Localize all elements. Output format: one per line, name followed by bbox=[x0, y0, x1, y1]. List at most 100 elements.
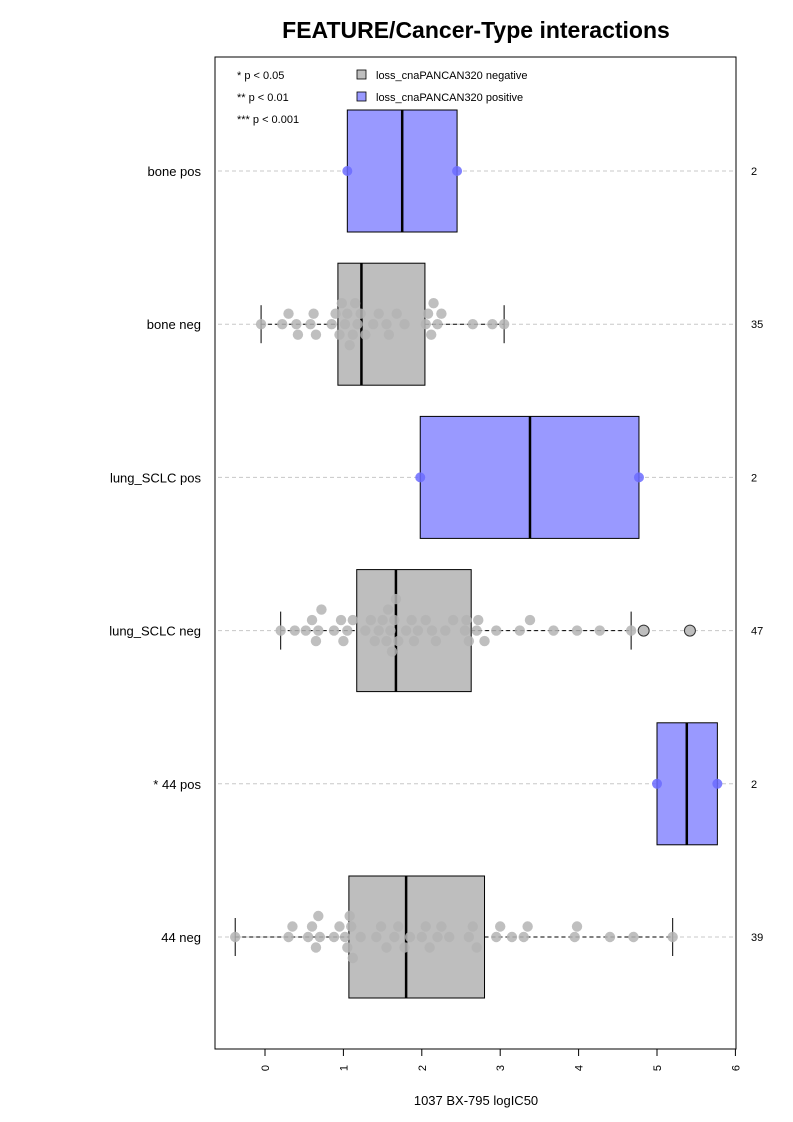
data-point bbox=[347, 329, 359, 340]
data-point bbox=[306, 921, 318, 932]
data-point bbox=[342, 308, 353, 319]
data-point bbox=[428, 298, 439, 309]
data-point bbox=[406, 614, 417, 626]
data-point bbox=[342, 166, 353, 176]
data-point bbox=[316, 604, 327, 615]
data-point bbox=[346, 921, 357, 932]
data-point bbox=[336, 298, 348, 309]
data-point bbox=[452, 166, 463, 176]
data-point bbox=[373, 625, 384, 636]
data-point bbox=[459, 625, 471, 636]
data-point bbox=[420, 319, 431, 330]
data-point bbox=[386, 646, 398, 657]
data-point bbox=[326, 319, 337, 330]
legend-swatch-negative bbox=[356, 69, 367, 80]
data-point bbox=[633, 472, 644, 483]
data-point bbox=[367, 319, 379, 330]
group-count: 2 bbox=[751, 472, 757, 484]
data-point bbox=[305, 319, 316, 330]
data-point bbox=[514, 625, 525, 636]
x-axis-label: 1037 BX-795 logIC50 bbox=[414, 1093, 538, 1108]
data-point bbox=[461, 614, 472, 626]
data-point bbox=[426, 625, 438, 636]
x-tick-label: 2 bbox=[417, 1065, 429, 1071]
data-point bbox=[360, 625, 371, 636]
data-point bbox=[360, 329, 371, 340]
data-point bbox=[347, 952, 359, 964]
data-point bbox=[420, 614, 431, 626]
data-point bbox=[391, 308, 402, 319]
data-point bbox=[355, 308, 366, 319]
data-point bbox=[400, 625, 412, 636]
data-point bbox=[667, 931, 678, 943]
group-label: bone pos bbox=[148, 164, 202, 179]
x-tick-label: 0 bbox=[260, 1065, 272, 1071]
data-point bbox=[471, 942, 482, 953]
data-point bbox=[399, 319, 410, 330]
data-point bbox=[230, 931, 241, 943]
data-point bbox=[432, 319, 443, 330]
legend-significance-2: ** p < 0.01 bbox=[237, 92, 289, 104]
legend-label-positive: loss_cnaPANCAN320 positive bbox=[376, 92, 523, 104]
data-point bbox=[467, 319, 478, 330]
data-point bbox=[447, 614, 459, 626]
data-point bbox=[524, 614, 536, 626]
data-point bbox=[444, 931, 455, 943]
data-point bbox=[313, 910, 324, 922]
group-labels: bone pos bone neg lung_SCLC pos lung_SCLC n… bbox=[109, 164, 201, 945]
data-points bbox=[230, 166, 723, 964]
data-point bbox=[328, 625, 340, 636]
data-point bbox=[548, 625, 559, 636]
data-point bbox=[342, 625, 353, 636]
data-point bbox=[349, 298, 361, 309]
data-point bbox=[369, 635, 380, 647]
data-point bbox=[300, 625, 311, 636]
data-point bbox=[436, 308, 447, 319]
data-point bbox=[314, 931, 326, 943]
data-point bbox=[310, 329, 322, 340]
group-label: * 44 pos bbox=[153, 777, 201, 792]
outlier-point bbox=[637, 624, 650, 637]
group-label: 44 neg bbox=[161, 930, 201, 945]
data-point bbox=[420, 921, 431, 932]
group-label: bone neg bbox=[147, 317, 201, 332]
group-label: lung_SCLC pos bbox=[110, 470, 202, 485]
data-point bbox=[373, 308, 384, 319]
data-point bbox=[569, 931, 580, 943]
x-tick-label: 4 bbox=[574, 1065, 586, 1071]
group-count: 35 bbox=[751, 319, 763, 331]
data-point bbox=[330, 308, 341, 319]
data-point bbox=[291, 319, 302, 330]
data-point bbox=[381, 319, 392, 330]
data-point bbox=[334, 329, 345, 340]
data-point bbox=[342, 942, 353, 953]
data-point bbox=[498, 319, 510, 330]
data-point bbox=[408, 635, 420, 647]
data-point bbox=[383, 329, 395, 340]
data-point bbox=[393, 635, 404, 647]
data-point bbox=[287, 921, 298, 932]
data-point bbox=[412, 625, 424, 636]
data-point bbox=[390, 593, 402, 605]
x-tick-label: 6 bbox=[730, 1065, 742, 1071]
data-point bbox=[283, 931, 294, 943]
data-point bbox=[463, 635, 475, 647]
group-counts: 2 35 2 47 2 39 bbox=[751, 166, 763, 944]
chart-title: FEATURE/Cancer-Type interactions bbox=[282, 17, 670, 43]
data-point bbox=[255, 319, 267, 330]
group-label: lung_SCLC neg bbox=[109, 624, 201, 639]
group-count: 39 bbox=[751, 932, 763, 944]
data-point bbox=[467, 921, 478, 932]
data-point bbox=[628, 931, 639, 943]
data-point bbox=[352, 319, 363, 330]
data-point bbox=[415, 472, 426, 483]
outlier-point bbox=[683, 624, 696, 637]
data-point bbox=[339, 931, 351, 943]
data-point bbox=[416, 931, 427, 943]
legend-significance-1: * p < 0.05 bbox=[237, 70, 284, 82]
data-point bbox=[518, 931, 529, 943]
data-point bbox=[302, 931, 314, 943]
data-point bbox=[334, 921, 345, 932]
data-point bbox=[389, 931, 400, 943]
